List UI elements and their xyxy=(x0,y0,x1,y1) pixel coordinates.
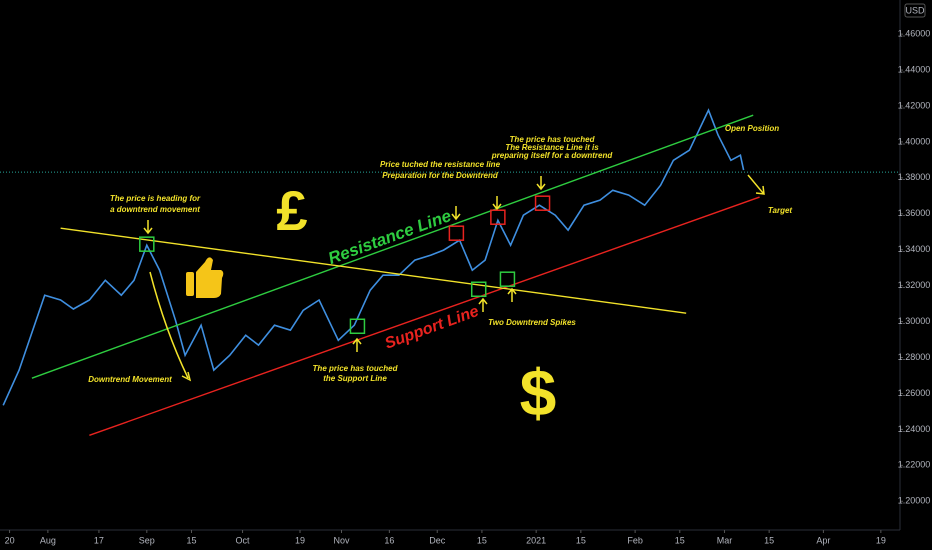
dollar-sign: $ xyxy=(520,355,557,429)
annotation: preparing itself for a downtrend xyxy=(491,151,614,160)
y-tick-label: 1.44000 xyxy=(898,64,931,74)
touch-marker xyxy=(499,271,516,287)
currency-box xyxy=(904,3,926,18)
x-tick-label: 2021 xyxy=(526,535,546,545)
x-tick-label: Oct xyxy=(236,535,251,545)
arrow xyxy=(352,337,362,352)
x-tick-label: 20 xyxy=(5,535,15,545)
x-tick-label: Nov xyxy=(333,535,350,545)
arrow xyxy=(747,174,765,195)
touch-marker xyxy=(490,209,506,225)
pound-sign: £ xyxy=(276,179,307,242)
touch-marker xyxy=(448,225,465,241)
x-tick-label: 15 xyxy=(186,535,196,545)
y-tick-label: 1.26000 xyxy=(898,388,931,398)
trendline xyxy=(60,227,687,314)
annotation: The price has touched xyxy=(313,364,399,373)
annotation: The Resistance Line it is xyxy=(505,143,599,152)
annotation: a downtrend movement xyxy=(110,205,200,214)
y-tick-label: 1.34000 xyxy=(898,244,931,254)
y-tick-label: 1.24000 xyxy=(898,424,931,434)
annotation: The price is heading for xyxy=(110,194,201,203)
x-tick-label: 17 xyxy=(94,535,104,545)
annotation: Preparation for the Downtrend xyxy=(382,171,499,180)
y-tick-label: 1.20000 xyxy=(898,496,931,506)
touch-marker xyxy=(139,236,155,252)
price-line xyxy=(2,108,745,406)
y-tick-label: 1.42000 xyxy=(898,100,931,110)
arrow xyxy=(451,196,502,221)
annotation: Downtrend Movement xyxy=(88,375,172,384)
touch-marker xyxy=(349,318,366,335)
y-tick-label: 1.30000 xyxy=(898,316,931,326)
arrow xyxy=(143,220,153,235)
annotation: Open Position xyxy=(725,124,779,133)
arrow xyxy=(536,176,546,191)
x-tick-label: 19 xyxy=(295,535,305,545)
x-tick-label: 19 xyxy=(876,535,886,545)
y-tick-label: 1.40000 xyxy=(898,136,931,146)
y-tick-label: 1.32000 xyxy=(898,280,931,290)
currency-label: USD xyxy=(905,5,925,15)
x-tick-label: Aug xyxy=(40,535,56,545)
x-tick-label: Feb xyxy=(627,535,643,545)
x-tick-label: Sep xyxy=(139,535,155,545)
x-tick-label: Apr xyxy=(816,535,830,545)
x-tick-label: 15 xyxy=(764,535,774,545)
annotation: Price tuched the resistance line xyxy=(380,160,501,169)
touch-marker xyxy=(534,195,551,211)
thumbs-up-icon xyxy=(186,257,224,298)
x-tick-label: 15 xyxy=(477,535,487,545)
y-tick-label: 1.46000 xyxy=(898,29,931,39)
y-tick-label: 1.28000 xyxy=(898,352,931,362)
trendline xyxy=(31,114,754,379)
x-tick-label: Mar xyxy=(717,535,733,545)
x-tick-label: 16 xyxy=(384,535,394,545)
x-tick-label: 15 xyxy=(576,535,586,545)
x-tick-label: 15 xyxy=(675,535,685,545)
y-tick-label: 1.36000 xyxy=(898,208,931,218)
annotation: Two Downtrend Spikes xyxy=(488,318,576,327)
touch-marker xyxy=(470,281,487,298)
arrow xyxy=(149,271,192,382)
x-tick-label: Dec xyxy=(429,535,446,545)
y-tick-label: 1.38000 xyxy=(898,172,931,182)
y-tick-label: 1.22000 xyxy=(898,460,931,470)
trendline xyxy=(89,196,760,436)
annotation: The price has touched xyxy=(510,135,596,144)
arrow xyxy=(478,287,517,312)
annotation: Target xyxy=(768,206,792,215)
annotation: the Support Line xyxy=(323,374,387,383)
